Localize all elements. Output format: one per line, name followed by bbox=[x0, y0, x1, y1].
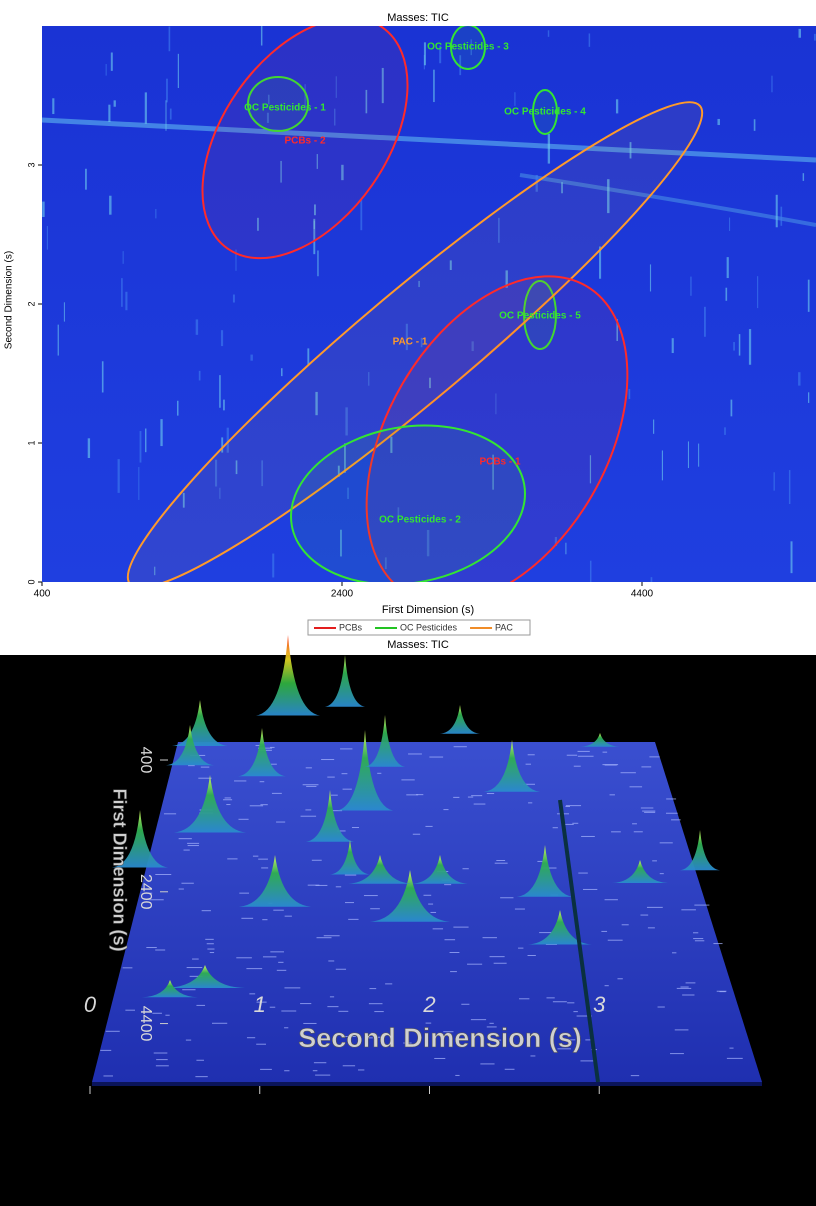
region-label: OC Pesticides - 4 bbox=[504, 107, 586, 118]
page: Masses: TIC First Dimension (s) Second D… bbox=[0, 0, 816, 1206]
y-tick-label-3d: 4400 bbox=[137, 1006, 154, 1042]
x-axis-label-3d: Second Dimension (s) bbox=[298, 1023, 582, 1053]
chart-title: Masses: TIC bbox=[387, 12, 449, 24]
legend-label: PAC bbox=[495, 622, 513, 632]
x-tick-label-3d: 2 bbox=[422, 992, 435, 1017]
region-label: OC Pesticides - 5 bbox=[499, 311, 581, 322]
x-tick-label: 4400 bbox=[631, 589, 654, 600]
y-tick-label: 2 bbox=[26, 301, 36, 306]
legend-label: PCBs bbox=[339, 622, 363, 632]
y-tick-label: 1 bbox=[26, 440, 36, 445]
y-tick-label-3d: 400 bbox=[137, 747, 154, 774]
y-tick-label-3d: 2400 bbox=[137, 874, 154, 910]
x-tick-label-3d: 3 bbox=[593, 992, 606, 1017]
y-axis-label-3d: First Dimension (s) bbox=[109, 788, 129, 951]
legend-label: OC Pesticides bbox=[400, 622, 458, 632]
chart-title-3d: Masses: TIC bbox=[387, 639, 449, 651]
region-label: OC Pesticides - 3 bbox=[427, 42, 509, 53]
region-label: PAC - 1 bbox=[393, 337, 428, 348]
region-label: PCBs - 2 bbox=[284, 136, 326, 147]
x-axis-label: First Dimension (s) bbox=[382, 604, 474, 616]
y-axis-label: Second Dimension (s) bbox=[4, 251, 15, 349]
region-label: PCBs - 1 bbox=[479, 457, 521, 468]
x-tick-label-3d: 1 bbox=[254, 992, 266, 1017]
region-label: OC Pesticides - 2 bbox=[379, 515, 461, 526]
region-label: OC Pesticides - 1 bbox=[244, 103, 326, 114]
x-tick-label-3d: 0 bbox=[84, 992, 97, 1017]
y-tick-label: 3 bbox=[26, 162, 36, 167]
x-tick-label: 2400 bbox=[331, 589, 354, 600]
x-tick-label: 400 bbox=[34, 589, 51, 600]
y-tick-label: 0 bbox=[26, 579, 36, 584]
